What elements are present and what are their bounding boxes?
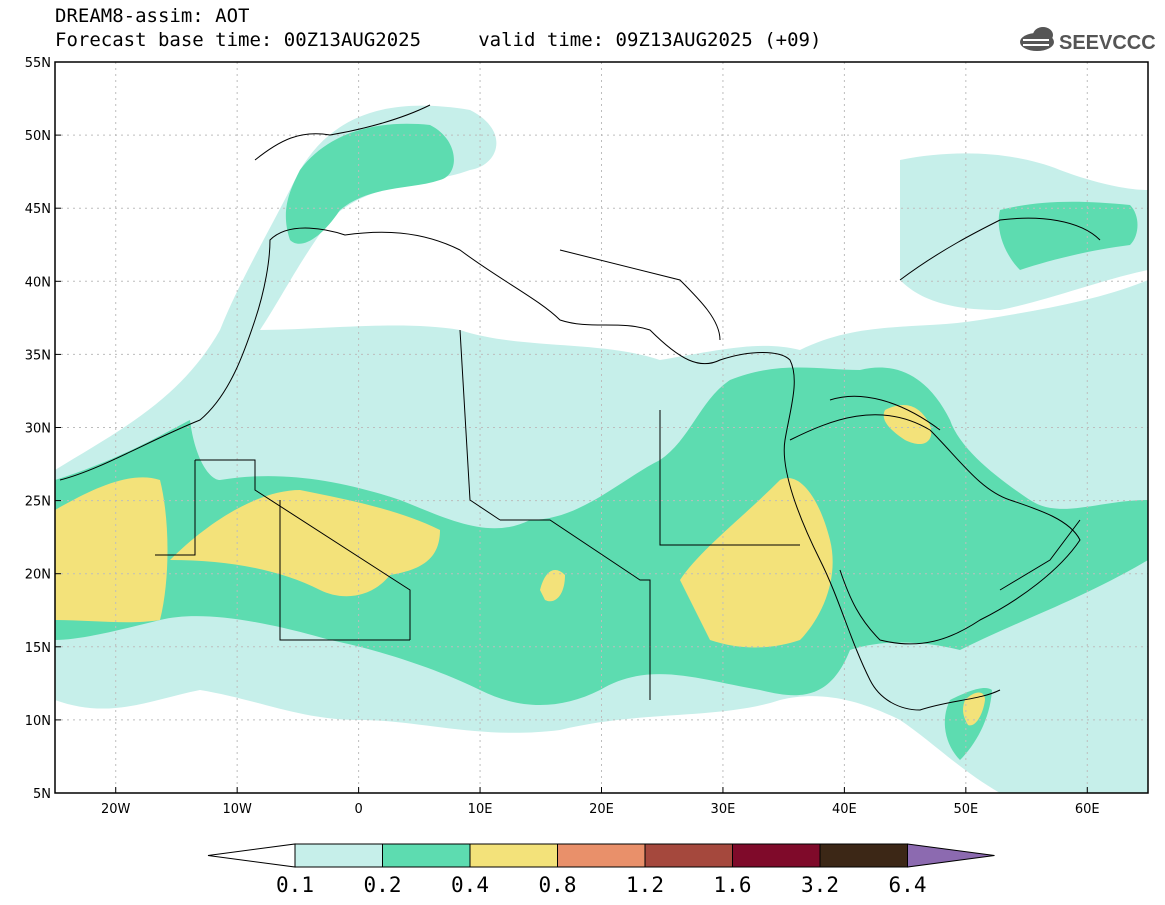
lat-tick-label: 35N bbox=[25, 348, 51, 363]
lat-axis: 5N 10N 15N 20N 25N 30N 35N 40N 45N 50N 55N bbox=[25, 56, 61, 802]
lat-tick-label: 30N bbox=[25, 422, 51, 437]
cloud-icon bbox=[1020, 27, 1054, 51]
lat-tick-label: 15N bbox=[25, 641, 51, 656]
lon-tick-label: 50E bbox=[953, 802, 978, 817]
lat-tick-label: 40N bbox=[25, 275, 51, 290]
seevccc-logo: SEEVCCC bbox=[1020, 27, 1155, 54]
aot-layer-0.4 bbox=[55, 405, 985, 726]
lon-tick-label: 20E bbox=[589, 802, 614, 817]
logo-text: SEEVCCC bbox=[1059, 32, 1155, 54]
lon-tick-label: 0 bbox=[354, 802, 362, 817]
lat-tick-label: 50N bbox=[25, 129, 51, 144]
lon-tick-label: 60E bbox=[1075, 802, 1100, 817]
lat-tick-label: 10N bbox=[25, 714, 51, 729]
lon-axis: 20W 10W 0 10E 20E 30E 40E 50E 60E bbox=[101, 787, 1100, 817]
lon-tick-label: 10W bbox=[222, 802, 252, 817]
lat-tick-label: 20N bbox=[25, 568, 51, 583]
lon-tick-label: 40E bbox=[832, 802, 857, 817]
lat-tick-label: 25N bbox=[25, 495, 51, 510]
title-line-1: DREAM8-assim: AOT bbox=[55, 5, 250, 27]
title-line-2: Forecast base time: 00Z13AUG2025 valid t… bbox=[55, 29, 822, 51]
lon-tick-label: 30E bbox=[711, 802, 736, 817]
lon-tick-label: 20W bbox=[101, 802, 131, 817]
lat-tick-label: 55N bbox=[25, 56, 51, 71]
lon-tick-label: 10E bbox=[468, 802, 493, 817]
graticule bbox=[55, 61, 1148, 794]
lat-tick-label: 5N bbox=[33, 787, 51, 802]
lat-tick-label: 45N bbox=[25, 202, 51, 217]
coastlines bbox=[59, 104, 1101, 711]
